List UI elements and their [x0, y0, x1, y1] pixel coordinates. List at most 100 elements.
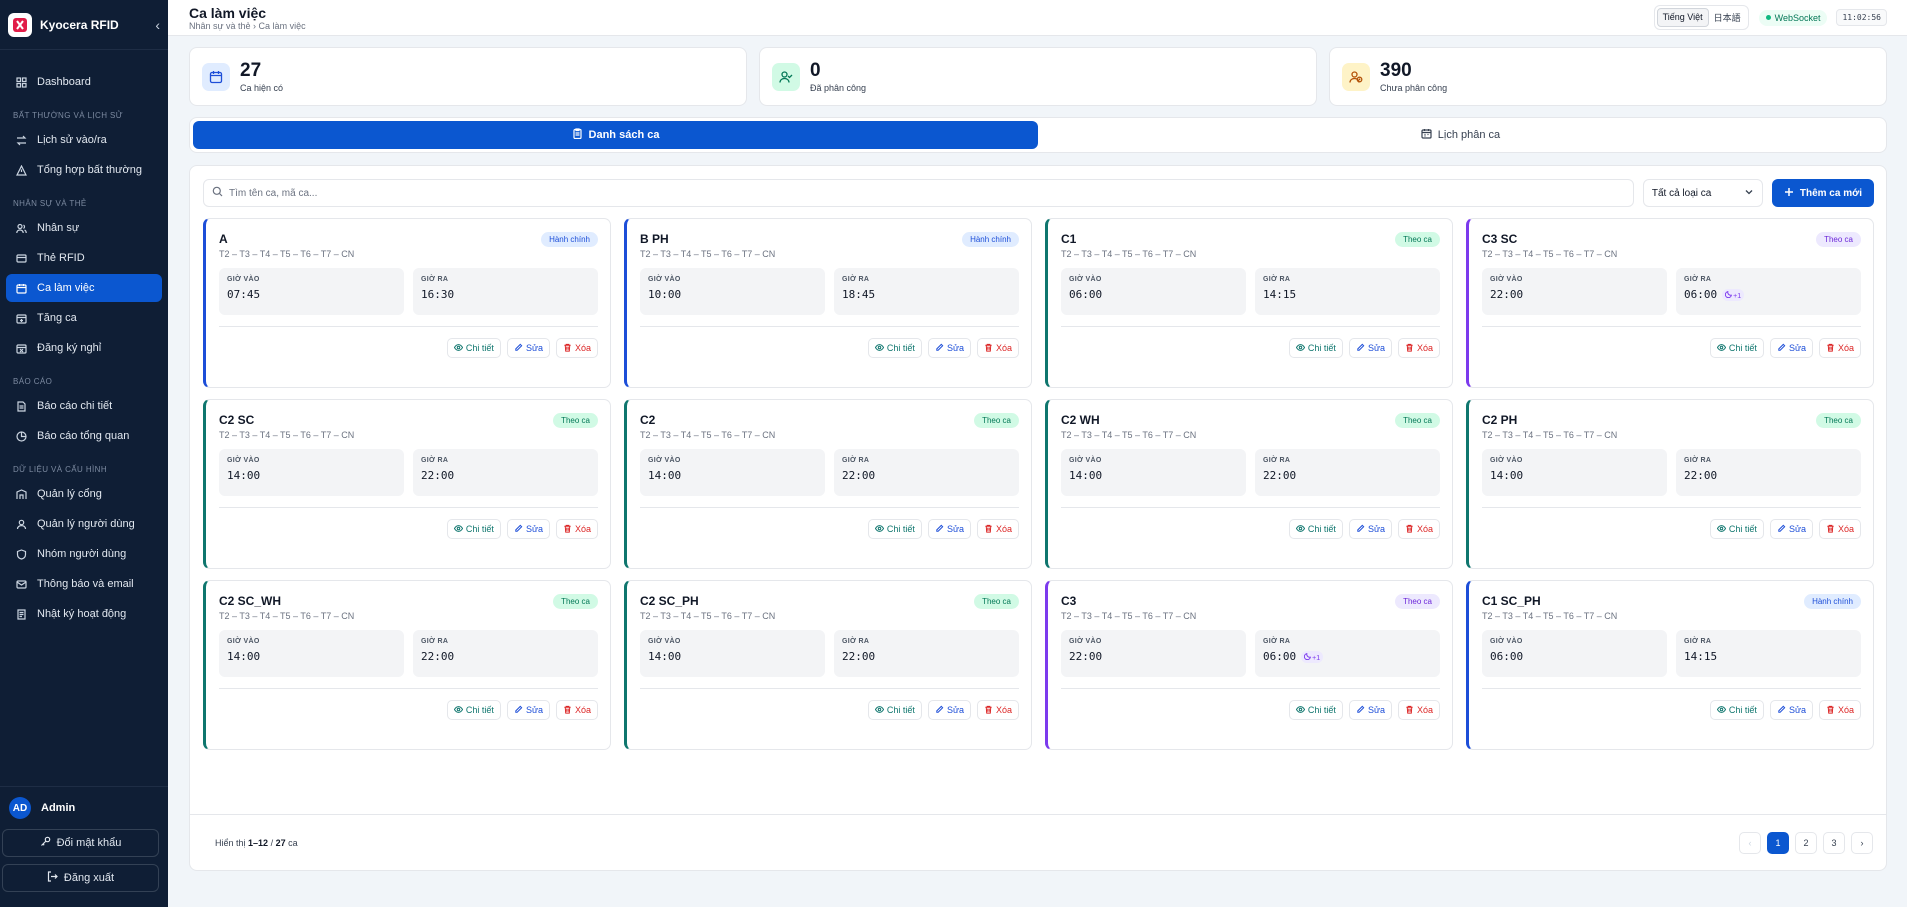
count-range: 1–12 — [248, 837, 269, 848]
edit-button[interactable]: Sửa — [1348, 700, 1392, 720]
detail-button[interactable]: Chi tiết — [1288, 519, 1343, 539]
delete-button[interactable]: Xóa — [555, 700, 598, 720]
edit-button[interactable]: Sửa — [1348, 338, 1392, 358]
sidebar-item-user-management[interactable]: Quản lý người dùng — [6, 510, 162, 538]
edit-button[interactable]: Sửa — [1769, 338, 1813, 358]
sidebar-item-rfid-cards[interactable]: Thẻ RFID — [6, 244, 162, 272]
edit-button[interactable]: Sửa — [1348, 519, 1392, 539]
sidebar-item-label: Tổng hợp bất thường — [37, 164, 142, 176]
delete-button[interactable]: Xóa — [976, 519, 1019, 539]
prev-page-button[interactable]: ‹ — [1739, 831, 1761, 854]
delete-button[interactable]: Xóa — [1397, 519, 1440, 539]
detail-button[interactable]: Chi tiết — [1288, 700, 1343, 720]
tab-shift-schedule[interactable]: Lịch phân ca — [1038, 121, 1883, 149]
delete-button[interactable]: Xóa — [976, 338, 1019, 358]
time-in-value-wrap: 14:00 — [227, 469, 396, 482]
sidebar-item-activity-log[interactable]: Nhật ký hoạt động — [6, 600, 162, 628]
shift-card: B PH T2 – T3 – T4 – T5 – T6 – T7 – CN Hà… — [624, 218, 1032, 388]
delete-button[interactable]: Xóa — [555, 519, 598, 539]
user-profile: AD Admin — [0, 797, 168, 819]
edit-button[interactable]: Sửa — [927, 338, 971, 358]
card-actions: Chi tiết Sửa Xóa — [1482, 507, 1861, 539]
add-shift-button[interactable]: Thêm ca mới — [1771, 179, 1874, 207]
delete-button[interactable]: Xóa — [1818, 700, 1861, 720]
detail-button[interactable]: Chi tiết — [446, 700, 501, 720]
edit-button[interactable]: Sửa — [1769, 519, 1813, 539]
sidebar-item-detail-report[interactable]: Báo cáo chi tiết — [6, 392, 162, 420]
detail-button[interactable]: Chi tiết — [1709, 338, 1764, 358]
page-button-1[interactable]: 1 — [1767, 831, 1789, 854]
time-out-value: 16:30 — [421, 288, 455, 301]
edit-label: Sửa — [1367, 343, 1385, 353]
change-password-button[interactable]: Đổi mật khẩu — [2, 829, 159, 857]
delete-button[interactable]: Xóa — [976, 700, 1019, 720]
edit-button[interactable]: Sửa — [927, 700, 971, 720]
logout-button[interactable]: Đăng xuất — [2, 864, 159, 892]
gate-icon — [15, 488, 28, 501]
delete-button[interactable]: Xóa — [555, 338, 598, 358]
page-button-2[interactable]: 2 — [1795, 831, 1817, 854]
delete-label: Xóa — [1416, 343, 1433, 353]
eye-icon — [1295, 343, 1306, 354]
sidebar-item-anomaly-summary[interactable]: Tổng hợp bất thường — [6, 156, 162, 184]
stat-value: 27 — [240, 59, 262, 81]
collapse-sidebar-icon[interactable]: ‹ — [155, 16, 160, 33]
time-in-label: GIỜ VÀO — [1490, 457, 1523, 464]
detail-button[interactable]: Chi tiết — [867, 338, 922, 358]
sidebar-item-overtime[interactable]: Tăng ca — [6, 304, 162, 332]
time-in-label: GIỜ VÀO — [1069, 276, 1102, 283]
edit-button[interactable]: Sửa — [506, 519, 550, 539]
detail-button[interactable]: Chi tiết — [867, 700, 922, 720]
sidebar-item-user-groups[interactable]: Nhóm người dùng — [6, 540, 162, 568]
select-value: Tất cả loại ca — [1651, 187, 1712, 199]
time-in-value: 14:00 — [227, 650, 261, 663]
stat-card-unassigned: 390 Chưa phân công — [1329, 47, 1887, 106]
card-actions: Chi tiết Sửa Xóa — [640, 688, 1019, 720]
shift-name: C2 WH — [1061, 413, 1100, 427]
detail-button[interactable]: Chi tiết — [446, 338, 501, 358]
delete-button[interactable]: Xóa — [1818, 519, 1861, 539]
page-button-3[interactable]: 3 — [1823, 831, 1845, 854]
time-out-box: GIỜ RA 14:15 — [1255, 268, 1440, 315]
tab-shift-list[interactable]: Danh sách ca — [193, 121, 1038, 149]
detail-button[interactable]: Chi tiết — [867, 519, 922, 539]
eye-icon — [1295, 705, 1306, 716]
card-actions: Chi tiết Sửa Xóa — [219, 326, 598, 358]
lang-ja-button[interactable]: 日本語 — [1713, 13, 1741, 23]
delete-label: Xóa — [995, 524, 1012, 534]
trash-icon — [563, 343, 572, 354]
detail-button[interactable]: Chi tiết — [1709, 519, 1764, 539]
edit-button[interactable]: Sửa — [506, 338, 550, 358]
shift-type-badge: Theo ca — [1816, 232, 1861, 247]
next-page-button[interactable]: › — [1851, 831, 1873, 854]
sidebar-item-overview-report[interactable]: Báo cáo tổng quan — [6, 422, 162, 450]
detail-button[interactable]: Chi tiết — [1288, 338, 1343, 358]
sidebar-item-notifications[interactable]: Thông báo và email — [6, 570, 162, 598]
nav-section-config: DỮ LIỆU VÀ CẤU HÌNH — [13, 465, 108, 474]
search-input[interactable] — [229, 187, 1625, 199]
detail-button[interactable]: Chi tiết — [446, 519, 501, 539]
time-out-box: GIỜ RA 14:15 — [1676, 630, 1861, 677]
sidebar-item-shifts[interactable]: Ca làm việc — [6, 274, 162, 302]
sidebar-item-gates[interactable]: Quản lý cổng — [6, 480, 162, 508]
shift-type-select[interactable]: Tất cả loại ca — [1642, 179, 1763, 207]
sidebar-item-access-history[interactable]: Lịch sử vào/ra — [6, 126, 162, 154]
delete-button[interactable]: Xóa — [1397, 338, 1440, 358]
lang-vi-button[interactable]: Tiếng Việt — [1656, 8, 1709, 27]
detail-button[interactable]: Chi tiết — [1709, 700, 1764, 720]
trash-icon — [984, 524, 993, 535]
delete-button[interactable]: Xóa — [1397, 700, 1440, 720]
delete-label: Xóa — [1837, 524, 1854, 534]
time-in-box: GIỜ VÀO 14:00 — [219, 630, 404, 677]
shift-card: C1 T2 – T3 – T4 – T5 – T6 – T7 – CN Theo… — [1045, 218, 1453, 388]
edit-button[interactable]: Sửa — [927, 519, 971, 539]
delete-button[interactable]: Xóa — [1818, 338, 1861, 358]
sidebar-item-personnel[interactable]: Nhân sự — [6, 214, 162, 242]
sidebar-item-label: Nhật ký hoạt động — [37, 608, 127, 620]
count-total: 27 — [275, 837, 286, 848]
tab-label: Danh sách ca — [588, 129, 660, 141]
edit-button[interactable]: Sửa — [1769, 700, 1813, 720]
sidebar-item-dashboard[interactable]: Dashboard — [6, 68, 162, 96]
sidebar-item-leave[interactable]: Đăng ký nghỉ — [6, 334, 162, 362]
edit-button[interactable]: Sửa — [506, 700, 550, 720]
